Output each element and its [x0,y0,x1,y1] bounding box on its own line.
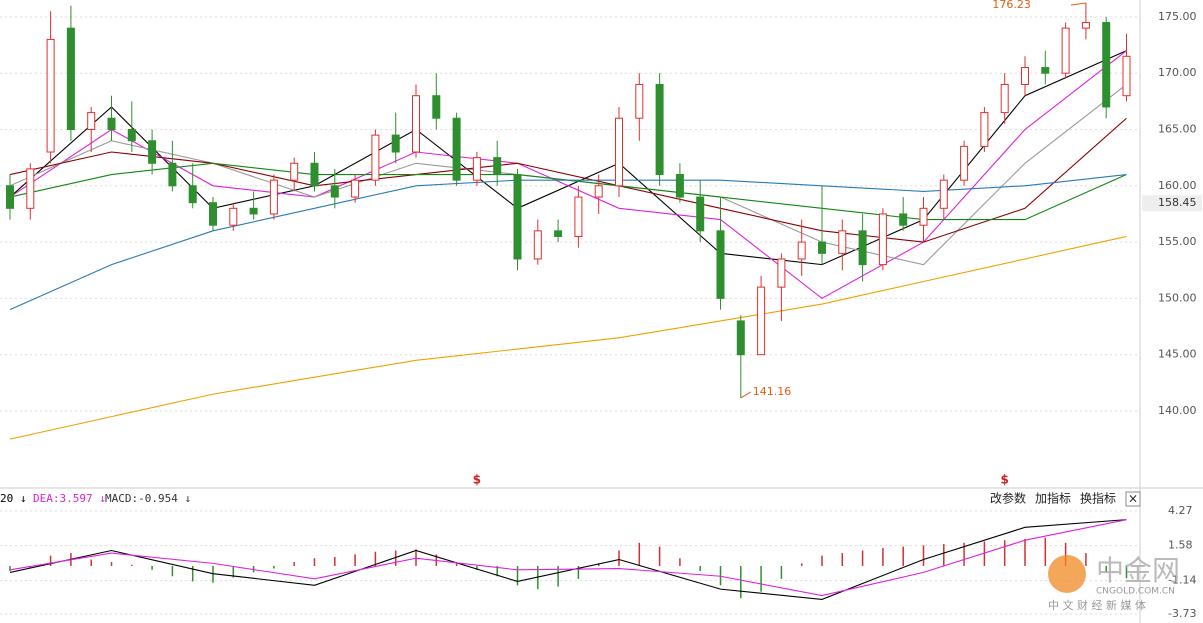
candle-body [269,179,278,215]
watermark-name: 中金网 [1096,554,1180,587]
candle-body [635,83,644,119]
candle-body [818,241,826,254]
candle-body [838,230,847,254]
candle-body [980,112,989,147]
annotation-label: 176.23 [992,0,1031,11]
macd-legend: DEA:3.597 ↓ [33,492,106,505]
candle-body [330,185,339,198]
candle-body [757,286,766,356]
candle-body [615,117,623,187]
y-tick-label: 1.58 [1168,539,1193,552]
event-marker: $ [473,473,481,487]
annotation-arrow [1070,2,1086,6]
candle-body [533,230,542,260]
ma-line [9,162,1127,221]
annotation-label: 141.16 [753,385,792,398]
candle-body [66,27,75,130]
candle-body [391,134,400,153]
y-tick-label: 170.00 [1158,66,1197,79]
indicator-button[interactable]: 改参数 [990,491,1026,506]
candle-body [513,174,522,260]
y-tick-label: 155.00 [1158,235,1197,248]
candle-body [899,213,908,226]
candle-body [452,117,461,181]
indicator-button[interactable]: 换指标 [1080,491,1116,506]
candle-body [351,179,360,198]
dif-line [9,519,1127,600]
candle-body [107,117,116,130]
candle-body [412,95,420,153]
candle-body [249,207,258,215]
ma-line [9,235,1127,440]
candle-body [716,230,725,299]
close-box [1125,491,1141,507]
candle-body [574,196,583,237]
price-tag [1142,195,1202,212]
indicator-button[interactable]: × [1128,492,1138,506]
candle-body [594,185,603,198]
dea-line [9,519,1127,597]
candle-body [168,162,177,187]
y-tick-label: 160.00 [1158,179,1197,192]
indicator-button[interactable]: 加指标 [1035,491,1071,506]
y-tick-label: 140.00 [1158,404,1197,417]
candle-body [1000,83,1009,114]
candle-body [26,168,35,209]
candle-body [46,38,55,153]
ma-line [9,173,1127,311]
candle-body [919,207,928,226]
candle-body [878,213,887,266]
ma-line [9,50,1127,300]
watermark: 中金网 CNGOLD.COM.CN 中 文 财 经 新 媒 体 [1048,554,1180,612]
candle-body [777,258,786,288]
candle-body [87,112,96,130]
annotation-arrow [740,391,752,399]
candle-body [1081,22,1090,29]
candle-body [127,128,136,142]
candle-body [696,196,705,232]
candle-body [148,140,157,164]
candle-body [472,157,481,181]
candle-body [229,207,238,226]
watermark-domain: CNGOLD.COM.CN [1096,587,1175,597]
macd-legend: 20 ↓ [0,492,27,505]
candle-body [960,145,969,181]
candle-body [1122,55,1131,97]
watermark-slogan: 中 文 财 经 新 媒 体 [1048,598,1146,612]
y-tick-label: -1.14 [1168,574,1196,587]
candle-body [209,202,217,226]
candle-body [655,83,664,176]
candle-body [188,185,197,204]
candle-body [310,162,319,187]
candle-body [554,230,563,237]
y-tick-label: 165.00 [1158,122,1197,135]
y-tick-label: -3.73 [1168,607,1196,620]
ma-line [9,117,1127,243]
logo [1048,555,1086,593]
y-tick-label: 150.00 [1158,291,1197,304]
candle-body [736,320,745,356]
candle-body [6,185,14,209]
candle-body [675,174,684,198]
y-tick-label: 4.27 [1168,504,1193,517]
candle-body [1021,67,1029,85]
y-tick-label: 145.00 [1158,348,1197,361]
candle-body [1041,67,1050,74]
event-marker: $ [1001,473,1009,487]
macd-legend: MACD:-0.954 ↓ [105,492,191,505]
candle-body [290,162,299,181]
candle-body [1061,27,1070,74]
candle-body [797,241,806,260]
candle-body [493,157,502,176]
price-tag-label: 158.45 [1158,196,1197,209]
candle-body [939,179,948,209]
candle-body [858,230,867,266]
ma-line [9,50,1127,266]
candle-body [371,134,380,181]
candle-body [432,95,441,119]
candle-body [1102,22,1111,108]
y-tick-label: 175.00 [1158,10,1197,23]
